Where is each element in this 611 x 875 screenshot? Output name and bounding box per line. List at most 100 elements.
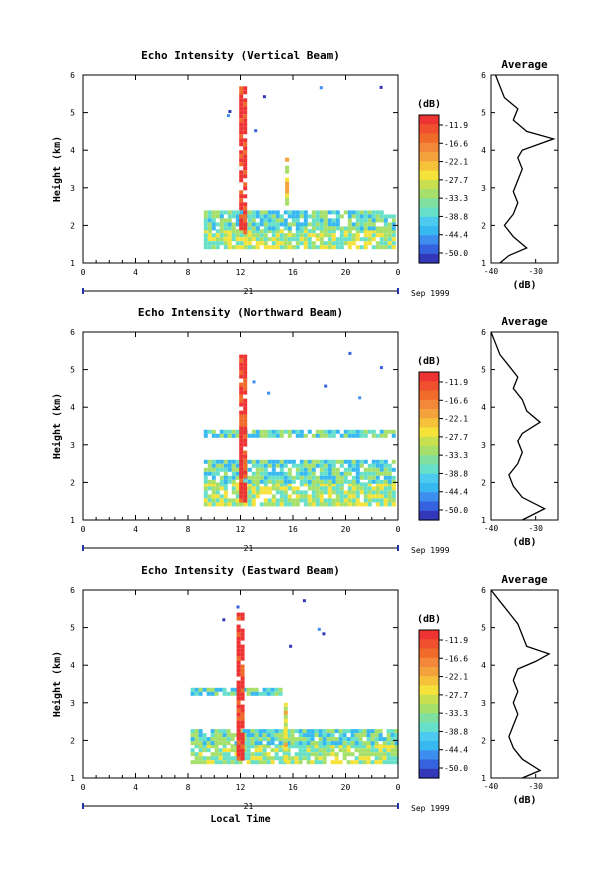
echo-cell	[239, 142, 244, 147]
echo-cell	[271, 479, 276, 484]
echo-cell	[315, 482, 320, 487]
echo-cell	[239, 402, 244, 407]
echo-cell	[331, 233, 336, 238]
echo-cell	[299, 233, 304, 238]
echo-speck	[222, 618, 226, 622]
echo-cell	[315, 226, 320, 231]
echo-cell	[295, 490, 300, 495]
echo-cell	[303, 494, 308, 499]
echo-cell	[387, 463, 392, 468]
echo-cell	[339, 214, 344, 219]
echo-cell	[243, 245, 248, 250]
echo-cell	[247, 237, 252, 242]
echo-cell	[307, 237, 312, 242]
echo-cell	[295, 467, 300, 472]
echo-cell	[339, 486, 344, 491]
echo-cell	[203, 475, 208, 480]
echo-cell	[343, 433, 348, 438]
echo-cell	[236, 664, 241, 669]
echo-cell	[250, 756, 255, 761]
x-tick-label: 4	[133, 268, 138, 277]
echo-cell	[230, 756, 235, 761]
echo-cell	[236, 612, 241, 617]
echo-cell	[243, 102, 248, 107]
echo-cell	[375, 479, 380, 484]
echo-cell	[327, 218, 332, 223]
echo-cell	[236, 692, 241, 697]
echo-cell	[350, 760, 355, 765]
echo-cell	[363, 433, 368, 438]
echo-cell	[358, 756, 363, 761]
echo-cell	[370, 748, 375, 753]
echo-cell	[239, 434, 244, 439]
echo-cell	[391, 482, 396, 487]
echo-cell	[371, 222, 376, 227]
echo-cell	[351, 502, 356, 507]
colorbar-segment	[419, 750, 439, 761]
echo-cell	[379, 467, 384, 472]
echo-cell	[240, 692, 245, 697]
echo-cell	[239, 438, 244, 443]
echo-cell	[322, 752, 327, 757]
echo-cell	[202, 744, 207, 749]
echo-cell	[331, 226, 336, 231]
echo-cell	[271, 229, 276, 234]
echo-cell	[291, 218, 296, 223]
echo-cell	[215, 494, 220, 499]
echo-cell	[235, 214, 240, 219]
echo-cell	[391, 494, 396, 499]
echo-cell	[231, 233, 236, 238]
echo-cell	[207, 486, 212, 491]
echo-cell	[290, 737, 295, 742]
colorbar-segment	[419, 464, 439, 475]
echo-cell	[307, 479, 312, 484]
echo-cell	[383, 218, 388, 223]
echo-cell	[343, 467, 348, 472]
echo-cell	[279, 486, 284, 491]
echo-cell	[299, 471, 304, 476]
echo-cell	[203, 471, 208, 476]
echo-cell	[211, 214, 216, 219]
echo-cell	[351, 222, 356, 227]
y-tick-label: 4	[70, 403, 75, 412]
echo-cell	[387, 498, 392, 503]
echo-cell	[222, 737, 227, 742]
echo-cell	[311, 479, 316, 484]
echo-cell	[207, 210, 212, 215]
echo-cell	[259, 475, 264, 480]
echo-cell	[207, 237, 212, 242]
echo-cell	[286, 752, 291, 757]
echo-cell	[379, 433, 384, 438]
colorbar-segment	[419, 685, 439, 696]
echo-cell	[194, 760, 199, 765]
echo-cell	[231, 229, 236, 234]
echo-cell	[270, 691, 275, 696]
echo-cell	[239, 178, 244, 183]
echo-cell	[355, 498, 360, 503]
echo-cell	[331, 237, 336, 242]
echo-cell	[236, 672, 241, 677]
echo-cell	[259, 210, 264, 215]
echo-cell	[307, 467, 312, 472]
echo-cell	[390, 760, 395, 765]
echo-cell	[274, 756, 279, 761]
echo-cell	[302, 741, 307, 746]
echo-cell	[286, 729, 291, 734]
echo-cell	[263, 502, 268, 507]
echo-layers	[203, 85, 396, 250]
echo-cell	[227, 210, 232, 215]
echo-cell	[239, 446, 244, 451]
echo-cell	[283, 218, 288, 223]
echo-cell	[327, 498, 332, 503]
echo-cell	[254, 744, 259, 749]
echo-cell	[358, 752, 363, 757]
echo-cell	[278, 744, 283, 749]
echo-cell	[275, 429, 280, 434]
y-axis-label: Height (km)	[51, 136, 63, 202]
echo-cell	[239, 418, 244, 423]
echo-cell	[307, 429, 312, 434]
echo-speck	[358, 396, 362, 400]
x-tick-label: 8	[186, 268, 191, 277]
echo-cell	[391, 433, 396, 438]
echo-cell	[239, 482, 244, 487]
